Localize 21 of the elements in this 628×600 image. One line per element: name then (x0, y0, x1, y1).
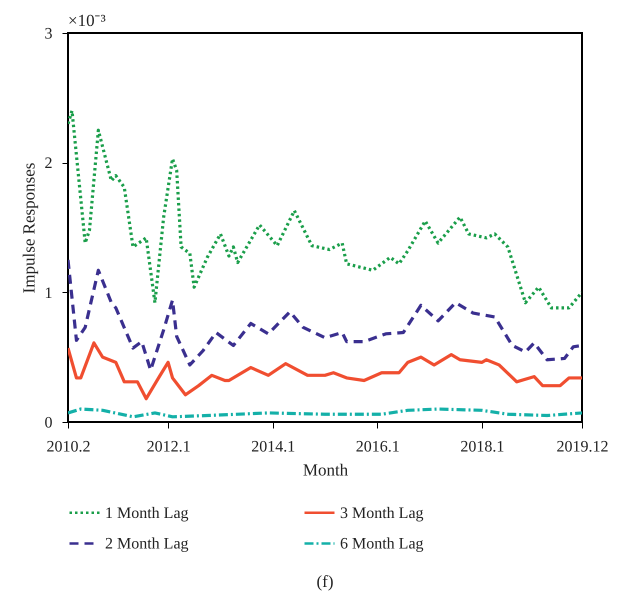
x-tick-label: 2010.2 (46, 438, 90, 456)
x-tick-label: 2014.1 (251, 438, 296, 456)
y-axis-title: Impulse Responses (20, 162, 38, 294)
x-tick-label: 2019.12 (556, 438, 608, 456)
x-tick-label: 2012.1 (146, 438, 191, 456)
y-tick-label: 3 (44, 26, 52, 42)
legend-label: 2 Month Lag (105, 536, 189, 552)
line-series (68, 407, 582, 418)
line-series (68, 341, 582, 400)
x-axis-title: Month (302, 460, 349, 480)
legend-label: 1 Month Lag (105, 504, 189, 522)
y-tick-label: 2 (44, 155, 52, 172)
y-tick-label: 0 (44, 414, 52, 432)
legend-label: 6 Month Lag (340, 536, 424, 552)
text: (f) (316, 572, 334, 591)
legend-label: 3 Month Lag (340, 504, 424, 522)
line-series (68, 109, 582, 310)
x-tick-label: 2018.1 (460, 438, 504, 456)
text: ×10⁻³ (68, 11, 106, 30)
y-tick-label: 1 (44, 284, 52, 302)
x-tick-label: 2016.1 (356, 438, 400, 456)
